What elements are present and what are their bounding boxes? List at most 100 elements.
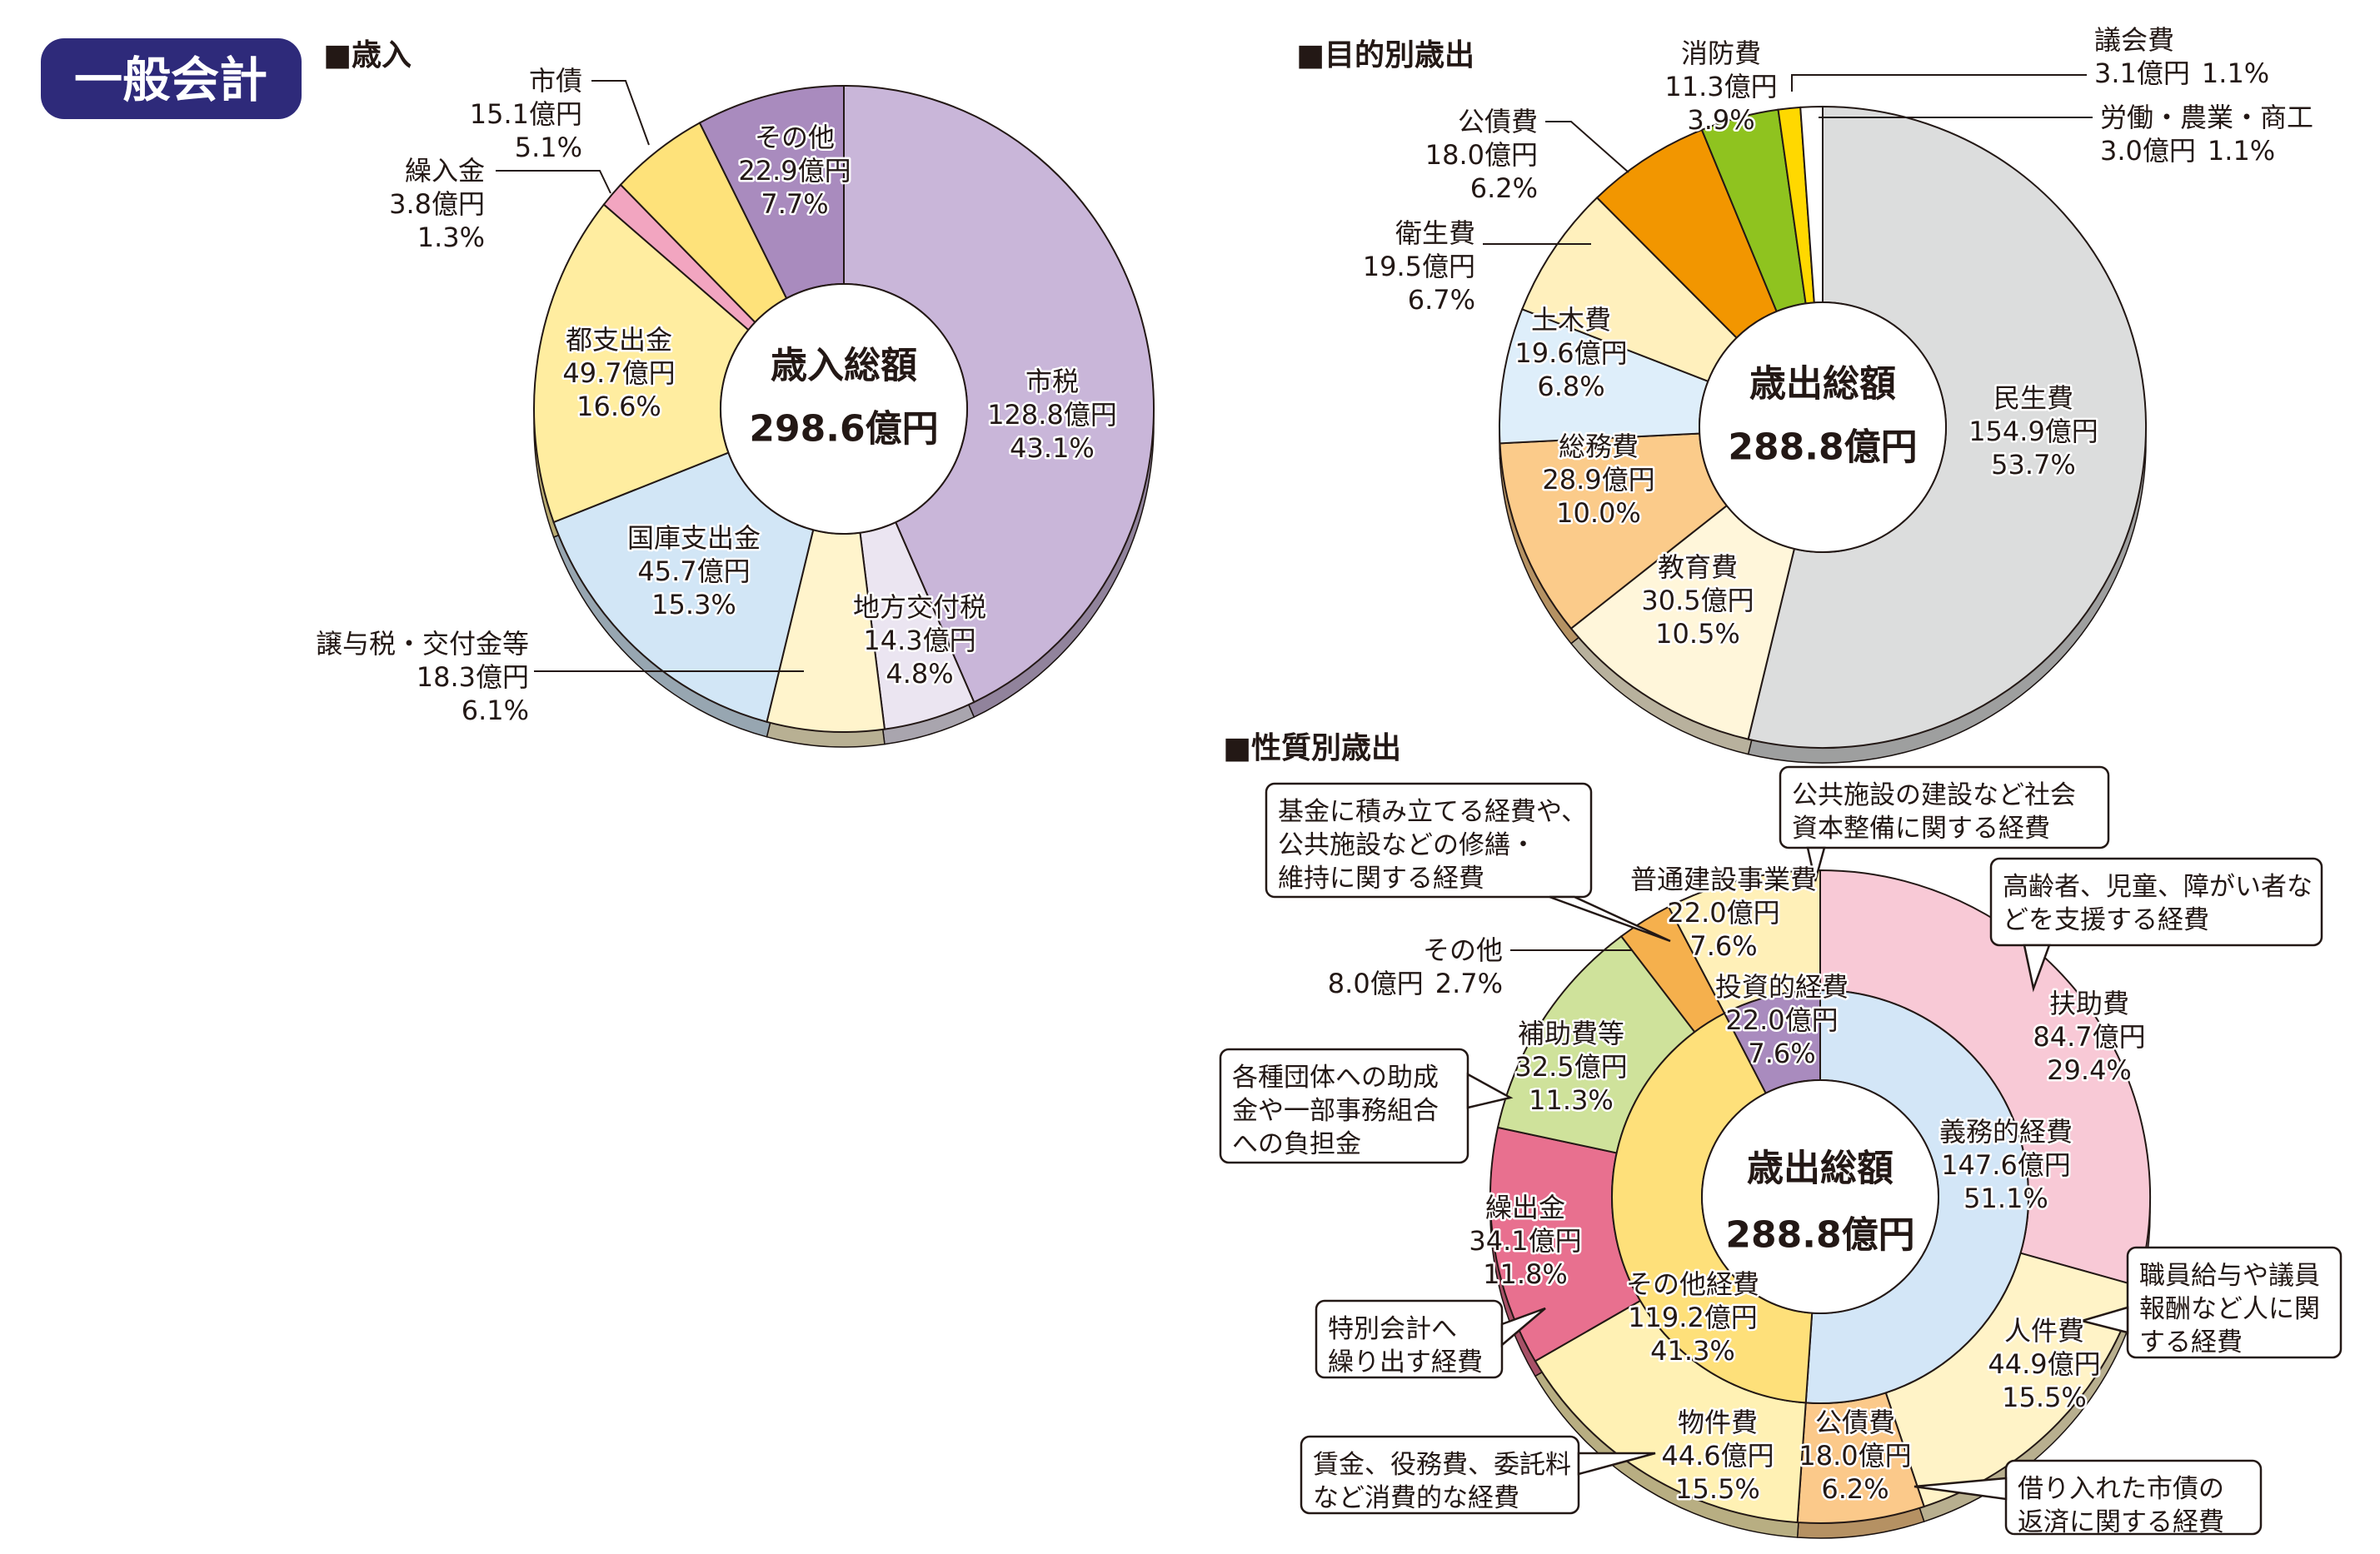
- slice-amount: 44.6億円: [1661, 1440, 1774, 1472]
- slice-amount: 32.5億円: [1514, 1051, 1627, 1083]
- slice-label-line: 154.9億円: [1968, 416, 2098, 447]
- slice-label-line: 18.0億円: [1425, 139, 1538, 171]
- callout-pointer: [1500, 1307, 1546, 1347]
- slice-label-line: 49.7億円: [562, 357, 675, 389]
- slice-percent: 53.7%: [1991, 449, 2076, 481]
- slice-name: 公債費: [1458, 106, 1538, 137]
- slice-name: 補助費等: [1518, 1018, 1624, 1049]
- slice-amount: 22.9億円: [738, 155, 851, 187]
- slice-amount: 8.0億円: [1328, 968, 1424, 999]
- slice-percent: 6.1%: [462, 695, 529, 726]
- slice-label-line: 15.1億円: [470, 98, 582, 130]
- donut-center: [1699, 301, 1947, 553]
- slice-label-line: 義務的経費: [1939, 1116, 2073, 1148]
- slice-label-line: 衛生費: [1395, 217, 1475, 249]
- slice-name: その他: [1423, 934, 1503, 966]
- callout-text: 公共施設などの修繕・: [1278, 830, 1536, 860]
- callout-text: への負担金: [1232, 1129, 1361, 1159]
- slice-percent: 43.1%: [1010, 432, 1095, 464]
- slice-label-line: 4.8%: [886, 658, 953, 690]
- slice-name: 投資的経費: [1715, 971, 1849, 1003]
- slice-amount: 119.2億円: [1628, 1302, 1758, 1333]
- callout-box: [1779, 765, 2110, 849]
- slice-percent: 29.4%: [2047, 1054, 2132, 1086]
- slice-label-line: 18.0億円: [1799, 1440, 1911, 1472]
- slice-label: 労働・農業・商工3.0億円 1.1%: [2100, 102, 2313, 167]
- slice-amount: 44.9億円: [1988, 1348, 2100, 1380]
- slice-label-line: 市税: [1025, 366, 1079, 397]
- slice-label-line: 29.4%: [2047, 1054, 2132, 1086]
- slice-name: 総務費: [1559, 431, 1639, 462]
- slice-percent: 41.3%: [1650, 1335, 1735, 1367]
- slice-amount: 18.0億円: [1425, 139, 1538, 171]
- slice-label-line: 都支出金: [566, 324, 672, 356]
- slice-label-line: 6.1%: [462, 695, 529, 726]
- callout-pointer: [2023, 944, 2051, 993]
- callout-text: 公共施設の建設など社会: [1792, 780, 2076, 810]
- center-label: 歳出総額: [1749, 363, 1896, 406]
- slice-percent: 5.1%: [515, 132, 582, 163]
- slice-label-line: 53.7%: [1991, 449, 2076, 481]
- slice-amount: 30.5億円: [1641, 585, 1754, 616]
- slice-label-line: 普通建設事業費: [1630, 864, 1817, 895]
- slice-label-line: 議会費: [2094, 24, 2174, 56]
- slice-label-line: 147.6億円: [1941, 1149, 2071, 1181]
- slice-label-line: その他: [755, 122, 835, 153]
- slice-label-line: 28.9億円: [1542, 464, 1654, 496]
- slice-label-line: 3.8億円: [389, 188, 485, 220]
- slice-label-line: 3.9%: [1687, 104, 1754, 136]
- slice-amount: 128.8億円: [987, 399, 1117, 431]
- slice-percent: 11.8%: [1483, 1258, 1568, 1290]
- slice-percent: 1.1%: [2208, 135, 2275, 167]
- slice-label-line: 8.0億円 2.7%: [1328, 968, 1503, 999]
- callout-text: 資本整備に関する経費: [1792, 814, 2050, 844]
- slice-label-line: 6.7%: [1408, 284, 1475, 316]
- slice-label-line: 扶助費: [2049, 988, 2129, 1019]
- slice-label-line: 15.5%: [1675, 1473, 1760, 1505]
- slice-name: 消防費: [1681, 37, 1761, 69]
- slice-percent: 3.9%: [1687, 104, 1754, 136]
- slice-amount: 154.9億円: [1968, 416, 2098, 447]
- callout-text: 基金に積み立てる経費や、: [1278, 797, 1587, 827]
- slice-amount: 22.0億円: [1667, 897, 1779, 929]
- badge-label: 一般会計: [74, 52, 267, 108]
- slice-label-line: 45.7億円: [637, 555, 750, 587]
- slice-name: 義務的経費: [1939, 1116, 2073, 1148]
- slice-label-line: その他経費: [1626, 1268, 1759, 1300]
- callout-text: 高齢者、児童、障がい者な: [2003, 872, 2313, 902]
- slice-amount: 15.1億円: [470, 98, 582, 130]
- slice-percent: 6.2%: [1470, 172, 1538, 204]
- callout-box: [2126, 1246, 2343, 1359]
- slice-label-line: 教育費: [1658, 551, 1738, 583]
- slice-label-line: 11.8%: [1483, 1258, 1568, 1290]
- slice-name: その他経費: [1626, 1268, 1759, 1300]
- slice-label-line: 10.0%: [1556, 497, 1641, 529]
- slice-amount: 49.7億円: [562, 357, 675, 389]
- callout-text: 借り入れた市債の: [2018, 1474, 2224, 1504]
- slice-percent: 7.6%: [1689, 930, 1757, 962]
- slice-name: 労働・農業・商工: [2100, 102, 2313, 133]
- slice-percent: 10.5%: [1655, 618, 1740, 650]
- donut-center: [720, 283, 968, 535]
- slice-amount: 3.0億円: [2100, 135, 2196, 167]
- callout-text: 賃金、役務費、委託料: [1313, 1450, 1571, 1480]
- center-total: 298.6億円: [749, 408, 938, 451]
- slice-amount: 18.0億円: [1799, 1440, 1911, 1472]
